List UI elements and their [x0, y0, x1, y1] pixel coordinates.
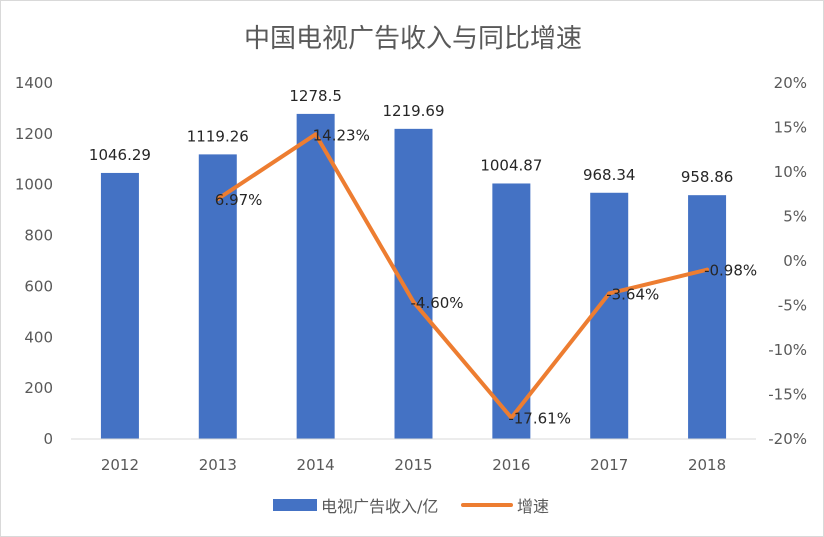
data-labels-layer: 1046.29 1119.26 1278.5 1219.69 1004.87 968.34…	[89, 87, 757, 428]
legend-bar-label: 电视广告收入/亿	[321, 497, 438, 516]
y2-axis-tick-label: -15%	[768, 386, 807, 404]
bar	[296, 113, 335, 439]
y-axis-tick-label: 600	[24, 277, 53, 295]
y2-axis-tick-label: 20%	[774, 74, 807, 92]
growth-data-label: -3.64%	[606, 285, 659, 303]
legend: 电视广告收入/亿 增速	[273, 497, 549, 516]
growth-point	[411, 299, 416, 304]
x-axis-tick-label: 2017	[590, 456, 628, 474]
growth-point	[313, 132, 318, 137]
chart-title: 中国电视广告收入与同比增速	[244, 24, 582, 54]
bar	[394, 128, 433, 439]
growth-data-label: 14.23%	[313, 126, 370, 144]
legend-line-label: 增速	[517, 497, 549, 516]
y2-axis-tick-label: -20%	[768, 430, 807, 448]
y2-axis-tick-label: 5%	[783, 208, 807, 226]
bar-data-label: 958.86	[681, 168, 734, 186]
growth-data-label: 6.97%	[215, 191, 263, 209]
bar-data-label: 1278.5	[289, 87, 342, 105]
bar	[100, 172, 139, 439]
x-axis-tick-label: 2018	[688, 456, 726, 474]
bar	[492, 183, 531, 439]
growth-line	[215, 132, 710, 420]
growth-point	[215, 196, 220, 201]
bar-data-label: 1046.29	[89, 146, 151, 164]
bar-data-label: 968.34	[583, 166, 636, 184]
y2-axis-tick-label: -5%	[778, 297, 807, 315]
growth-point	[607, 291, 612, 296]
bar	[688, 195, 727, 439]
x-axis-tick-label: 2015	[394, 456, 432, 474]
bar-data-label: 1219.69	[382, 102, 444, 120]
bar-data-label: 1004.87	[480, 156, 542, 174]
y-axis-tick-label: 0	[43, 430, 53, 448]
legend-bar-swatch	[273, 499, 317, 511]
y-axis-tick-label: 1000	[15, 176, 53, 194]
y-axis-tick-label: 200	[24, 379, 53, 397]
x-axis-tick-label: 2012	[101, 456, 139, 474]
y-axis-tick-label: 400	[24, 328, 53, 346]
bar-data-label: 1119.26	[187, 127, 249, 145]
y2-axis-tick-label: 0%	[783, 252, 807, 270]
x-axis-tick-label: 2014	[297, 456, 335, 474]
x-axis-tick-label: 2013	[199, 456, 237, 474]
bar	[198, 154, 237, 439]
bar	[590, 192, 629, 439]
growth-data-label: -17.61%	[508, 410, 571, 428]
y-axis-tick-label: 800	[24, 227, 53, 245]
y2-axis-tick-label: 15%	[774, 119, 807, 137]
y2-axis-tick-label: 10%	[774, 163, 807, 181]
growth-data-label: -4.60%	[411, 294, 464, 312]
growth-point	[509, 415, 514, 420]
growth-data-label: -0.98%	[704, 262, 757, 280]
axes-layer: 0 200 400 600 800 1000 1200 1400 -20% -15% -10% -5%…	[15, 74, 807, 474]
bars-layer	[100, 113, 727, 439]
y-axis-tick-label: 1200	[15, 125, 53, 143]
y2-axis-tick-label: -10%	[768, 341, 807, 359]
growth-line-layer	[215, 132, 710, 420]
y-axis-tick-label: 1400	[15, 74, 53, 92]
x-axis-tick-label: 2016	[492, 456, 530, 474]
growth-point	[705, 267, 710, 272]
